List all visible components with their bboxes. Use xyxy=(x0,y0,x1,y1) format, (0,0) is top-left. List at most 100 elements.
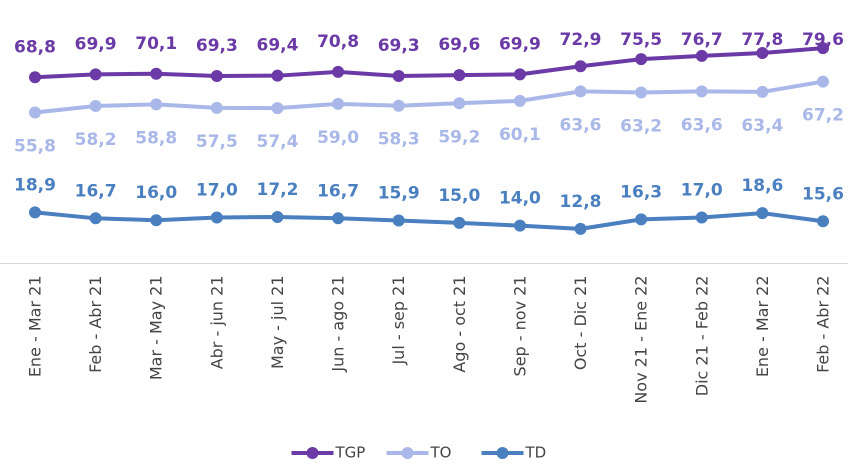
data-label: 12,8 xyxy=(560,192,602,212)
data-label: 60,1 xyxy=(499,125,541,145)
data-point xyxy=(574,60,587,73)
data-label: 16,7 xyxy=(75,181,117,201)
data-point xyxy=(150,98,163,111)
data-point xyxy=(756,207,769,220)
data-point xyxy=(817,42,829,55)
x-tick-label: Sep - nov 21 xyxy=(510,276,529,377)
data-point xyxy=(332,212,345,225)
x-tick-label: Mar - May 21 xyxy=(147,276,166,381)
legend-label: TGP xyxy=(335,444,366,462)
data-label: 16,3 xyxy=(620,182,662,202)
data-point xyxy=(210,69,223,82)
data-point xyxy=(453,69,466,82)
data-point xyxy=(150,67,163,80)
x-tick-label: Dic 21 - Feb 22 xyxy=(692,276,711,397)
data-label: 69,3 xyxy=(378,36,420,56)
data-label: 18,9 xyxy=(14,175,56,195)
data-label: 17,2 xyxy=(256,180,298,200)
data-point xyxy=(271,102,284,115)
data-label: 69,4 xyxy=(256,36,298,56)
data-label: 69,6 xyxy=(438,35,480,55)
data-label: 17,0 xyxy=(681,180,723,200)
data-point xyxy=(635,53,648,66)
data-point xyxy=(756,85,769,98)
data-label: 77,8 xyxy=(741,30,783,50)
series-line xyxy=(34,79,824,115)
data-label: 55,8 xyxy=(14,136,56,156)
series-line xyxy=(34,46,824,80)
data-point xyxy=(29,206,41,219)
data-label: 59,2 xyxy=(438,127,480,147)
data-point xyxy=(695,211,708,224)
data-label: 57,5 xyxy=(196,132,238,152)
data-point xyxy=(150,214,163,227)
legend-marker xyxy=(401,447,414,459)
legend-marker xyxy=(306,447,319,459)
data-label: 63,6 xyxy=(560,115,602,135)
data-point xyxy=(695,49,708,62)
data-label: 75,5 xyxy=(620,30,662,50)
x-tick-label: Ene - Mar 21 xyxy=(26,276,45,378)
data-point xyxy=(513,68,526,81)
x-tick-label: Oct - Dic 21 xyxy=(571,276,590,371)
data-label: 58,8 xyxy=(135,128,177,148)
data-label: 63,6 xyxy=(681,115,723,135)
data-label: 69,9 xyxy=(499,34,541,54)
data-point xyxy=(210,211,223,224)
data-point xyxy=(513,94,526,107)
data-point xyxy=(89,68,102,81)
data-point xyxy=(453,97,466,110)
x-tick-label: Jul - sep 21 xyxy=(389,276,408,366)
legend-label: TO xyxy=(430,444,452,462)
data-label: 72,9 xyxy=(560,30,602,50)
legend-marker xyxy=(496,447,509,459)
data-label: 59,0 xyxy=(317,128,359,148)
data-point xyxy=(89,99,102,112)
data-label: 16,0 xyxy=(135,183,177,203)
legend-label: TD xyxy=(525,444,547,462)
x-tick-label: Nov 21 - Ene 22 xyxy=(632,276,651,404)
data-label: 58,2 xyxy=(75,130,117,150)
data-label: 69,9 xyxy=(75,34,117,54)
data-point xyxy=(89,212,102,225)
data-point xyxy=(271,69,284,82)
x-tick-label: Abr - jun 21 xyxy=(207,276,226,370)
data-label: 15,0 xyxy=(438,186,480,206)
x-tick-label: Feb - Abr 22 xyxy=(814,276,833,373)
data-point xyxy=(574,85,587,98)
data-label: 15,9 xyxy=(378,183,420,203)
data-label: 69,3 xyxy=(196,36,238,56)
data-label: 70,1 xyxy=(135,34,177,54)
x-tick-label: Jun - ago 21 xyxy=(329,276,348,373)
data-point xyxy=(756,46,769,59)
data-label: 76,7 xyxy=(681,30,723,50)
data-label: 16,7 xyxy=(317,181,359,201)
data-label: 15,6 xyxy=(802,184,844,204)
data-point xyxy=(210,101,223,114)
data-point xyxy=(332,97,345,110)
data-point xyxy=(392,214,405,227)
data-point xyxy=(635,213,648,226)
data-point xyxy=(574,222,587,235)
data-label: 63,4 xyxy=(741,116,783,136)
data-point xyxy=(817,215,829,228)
data-label: 57,4 xyxy=(256,132,298,152)
data-label: 58,3 xyxy=(378,130,420,150)
data-point xyxy=(29,106,41,119)
x-tick-label: Feb - Abr 21 xyxy=(86,276,105,373)
data-label: 63,2 xyxy=(620,116,662,136)
data-point xyxy=(453,216,466,229)
data-point xyxy=(695,85,708,98)
data-point xyxy=(332,65,345,78)
data-point xyxy=(392,99,405,112)
data-label: 17,0 xyxy=(196,180,238,200)
data-point xyxy=(271,210,284,223)
data-label: 70,8 xyxy=(317,32,359,52)
data-point xyxy=(635,86,648,99)
data-point xyxy=(513,219,526,232)
data-point xyxy=(29,71,41,84)
data-label: 18,6 xyxy=(741,176,783,196)
data-label: 68,8 xyxy=(14,37,56,57)
series-line xyxy=(34,210,824,231)
